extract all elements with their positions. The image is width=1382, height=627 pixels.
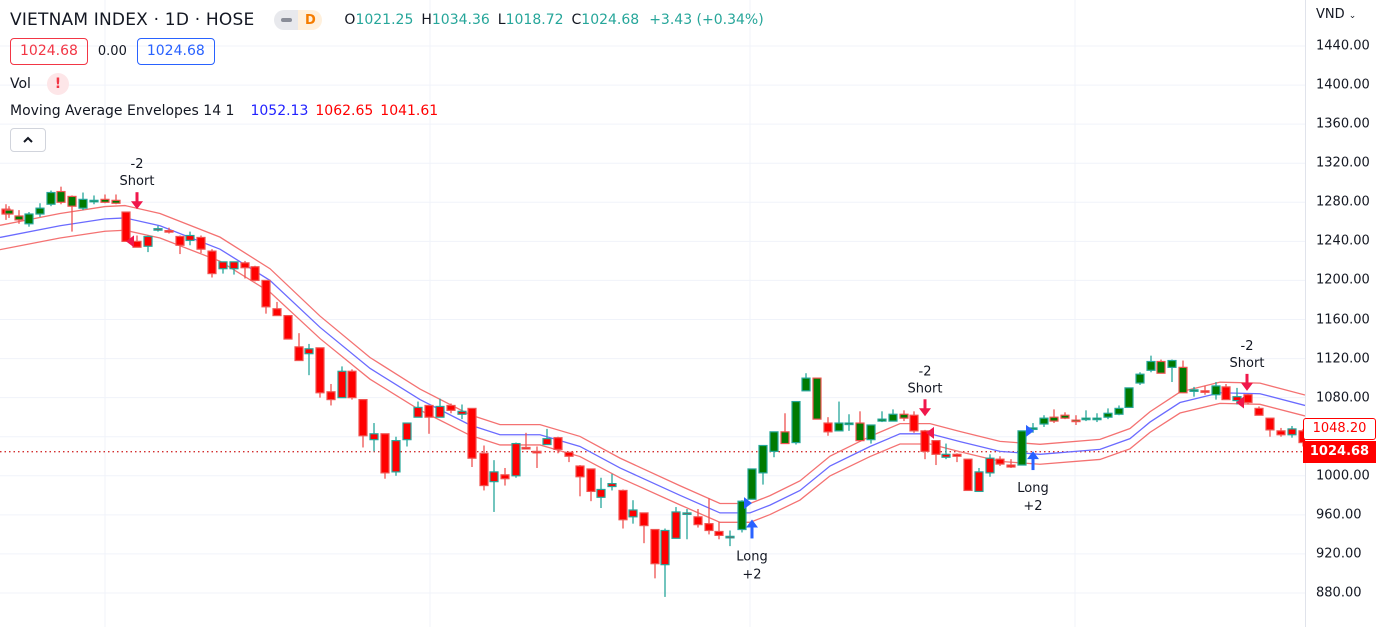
change-value: +3.43 (+0.34%) bbox=[649, 12, 764, 28]
price-chart[interactable]: -2 Short Long +2 -2 Short Long +2 -2 Short bbox=[0, 0, 1305, 627]
price-tick: 1360.00 bbox=[1316, 116, 1370, 132]
chevron-down-icon: ⌄ bbox=[1348, 11, 1357, 21]
buy-price-button[interactable]: 1024.68 bbox=[136, 38, 215, 65]
sell-price-button[interactable]: 1024.68 bbox=[10, 38, 88, 65]
collapse-legend-button[interactable] bbox=[10, 128, 46, 152]
candlestick-series bbox=[1, 186, 1305, 597]
svg-text:Long: Long bbox=[1017, 481, 1048, 496]
ma-price-label: 1048.20 bbox=[1303, 417, 1376, 440]
chart-legend: VIETNAM INDEX · 1D · HOSE D O1021.25 H10… bbox=[10, 8, 764, 152]
price-tick: 1240.00 bbox=[1316, 233, 1370, 249]
last-price-label: 1024.68 bbox=[1303, 440, 1376, 463]
svg-text:Short: Short bbox=[1230, 356, 1265, 371]
price-tick: 1400.00 bbox=[1316, 77, 1370, 93]
svg-text:+2: +2 bbox=[1023, 499, 1042, 514]
moving-average-envelopes bbox=[0, 204, 1305, 523]
mae-indicator-label[interactable]: Moving Average Envelopes 14 1 bbox=[10, 103, 235, 119]
high-value: 1034.36 bbox=[431, 12, 490, 28]
price-tick: 1120.00 bbox=[1316, 351, 1370, 367]
spread-value: 0.00 bbox=[97, 44, 127, 59]
svg-text:Short: Short bbox=[120, 174, 155, 189]
price-tick: 1160.00 bbox=[1316, 312, 1370, 327]
price-tick: 920.00 bbox=[1316, 546, 1362, 562]
mae-upper-value: 1062.65 bbox=[315, 103, 374, 119]
svg-text:-2: -2 bbox=[131, 157, 144, 172]
svg-text:Short: Short bbox=[908, 381, 943, 396]
price-axis[interactable]: VND ⌄ 1440.00 1400.00 1360.00 1320.00 1280.0… bbox=[1303, 0, 1382, 627]
mae-basis-value: 1052.13 bbox=[250, 103, 309, 119]
minus-icon bbox=[274, 10, 299, 30]
currency-selector[interactable]: VND ⌄ bbox=[1316, 7, 1357, 22]
warning-icon[interactable]: ! bbox=[46, 73, 69, 95]
ohlc-values: O1021.25 H1034.36 L1018.72 C1024.68 +3.4… bbox=[344, 12, 764, 28]
price-tick: 880.00 bbox=[1316, 585, 1362, 601]
svg-text:-2: -2 bbox=[919, 364, 932, 379]
price-tick: 1320.00 bbox=[1316, 155, 1370, 171]
price-tick: 1440.00 bbox=[1316, 38, 1370, 54]
chevron-up-icon bbox=[23, 136, 33, 143]
svg-text:Long: Long bbox=[736, 549, 767, 564]
market-status-pill[interactable]: D bbox=[274, 10, 323, 30]
symbol-title[interactable]: VIETNAM INDEX · 1D · HOSE bbox=[10, 10, 255, 30]
svg-text:+2: +2 bbox=[742, 567, 761, 582]
mae-lower-value: 1041.61 bbox=[380, 103, 439, 119]
price-tick: 1280.00 bbox=[1316, 194, 1370, 210]
svg-text:-2: -2 bbox=[1241, 339, 1254, 354]
interval-badge: D bbox=[298, 10, 323, 30]
close-value: 1024.68 bbox=[581, 12, 640, 28]
price-tick: 1000.00 bbox=[1316, 468, 1370, 484]
low-value: 1018.72 bbox=[505, 12, 564, 28]
volume-indicator-label[interactable]: Vol bbox=[10, 76, 31, 92]
price-tick: 960.00 bbox=[1316, 507, 1362, 523]
open-value: 1021.25 bbox=[355, 12, 414, 28]
price-tick: 1200.00 bbox=[1316, 272, 1370, 288]
price-tick: 1080.00 bbox=[1316, 390, 1370, 406]
trade-signals: -2 Short Long +2 -2 Short Long +2 -2 Short bbox=[120, 157, 1265, 582]
